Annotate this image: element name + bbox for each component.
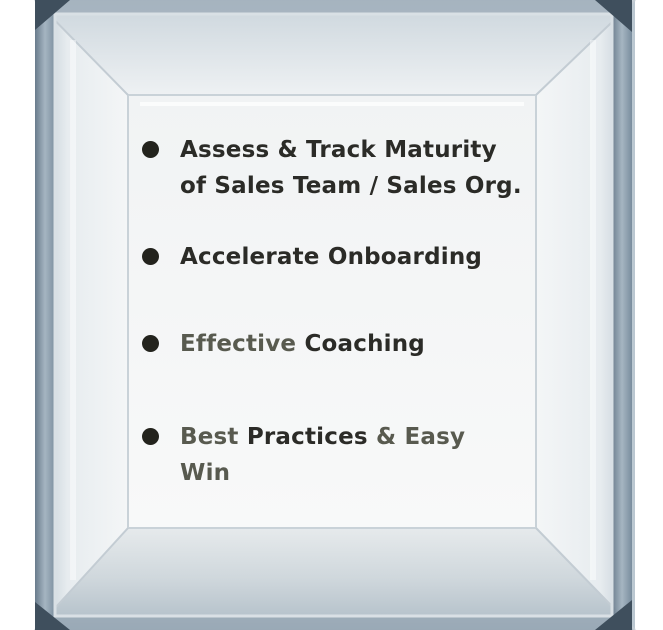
bullet-line: Accelerate Onboarding [180,239,540,275]
bullet-line: Win [180,455,540,491]
bullet-dot [142,428,159,445]
bullet-span: & Easy [367,424,466,450]
bullet-span: of Sales Team / Sales Org. [180,173,522,199]
bullet-dot [142,335,159,352]
bullet-line: Assess & Track Maturity [180,132,540,168]
bullet-span: Effective [180,331,297,357]
bullet-text: Assess & Track Maturity of Sales Team / … [180,132,540,204]
bullet-line: Effective Coaching [180,326,540,362]
bullet-line: of Sales Team / Sales Org. [180,168,540,204]
bullet-text: Effective Coaching [180,326,540,362]
bullet-span: Win [180,460,231,486]
bullet-span: Coaching [296,331,425,357]
bullet-dot [142,248,159,265]
bullet-span: Assess & Track Maturity [180,137,497,163]
bullet-span: Best [180,424,239,450]
bullet-dot [142,141,159,158]
bullet-line: Best Practices & Easy [180,419,540,455]
bullet-text: Best Practices & Easy Win [180,419,540,491]
bullet-span: Accelerate Onboarding [180,244,483,270]
bullet-text: Accelerate Onboarding [180,239,540,275]
bullet-span: Practices [238,424,368,450]
